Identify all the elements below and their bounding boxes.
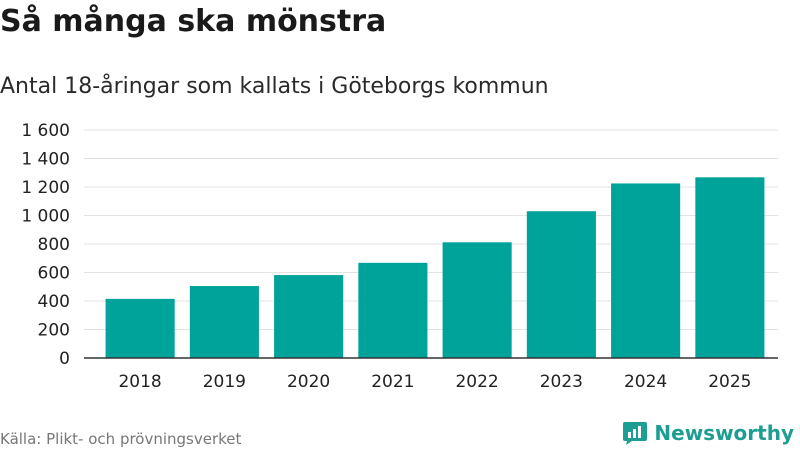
y-tick-label: 400 [38, 292, 70, 312]
chart-subtitle: Antal 18-åringar som kallats i Göteborgs… [0, 74, 549, 99]
brand-name: Newsworthy [654, 421, 794, 445]
y-tick-label: 0 [59, 349, 70, 369]
bar-2023 [526, 211, 596, 358]
y-tick-label: 800 [38, 235, 70, 255]
x-tick-label: 2023 [540, 372, 583, 392]
bar-2018 [105, 298, 175, 358]
x-tick-labels: 2018 2019 2020 2021 2022 2023 2024 2025 [118, 372, 751, 392]
chart-title: Så många ska mönstra [0, 4, 387, 39]
newsworthy-logo-icon [623, 422, 648, 445]
y-tick-label: 200 [38, 321, 70, 341]
y-tick-label: 1 000 [21, 207, 70, 227]
x-tick-label: 2021 [371, 372, 414, 392]
x-tick-label: 2025 [708, 372, 751, 392]
bar-2021 [358, 262, 428, 358]
x-tick-label: 2018 [118, 372, 161, 392]
bar-2019 [189, 286, 259, 358]
x-tick-label: 2020 [287, 372, 330, 392]
bar-2022 [442, 242, 512, 358]
y-tick-label: 1 600 [21, 121, 70, 141]
x-tick-label: 2022 [455, 372, 498, 392]
bar-2024 [611, 183, 681, 358]
y-tick-label: 1 200 [21, 178, 70, 198]
brand-logo: Newsworthy [622, 420, 794, 446]
bars [105, 177, 765, 358]
bar-2025 [695, 177, 765, 358]
source-note: Källa: Plikt- och prövningsverket [0, 430, 242, 448]
bar-2020 [274, 275, 344, 358]
y-tick-labels: 0 200 400 600 800 1 000 1 200 1 400 1 600 [21, 121, 70, 369]
y-tick-label: 1 400 [21, 150, 70, 170]
x-tick-label: 2024 [624, 372, 667, 392]
y-tick-label: 600 [38, 264, 70, 284]
x-tick-label: 2019 [203, 372, 246, 392]
